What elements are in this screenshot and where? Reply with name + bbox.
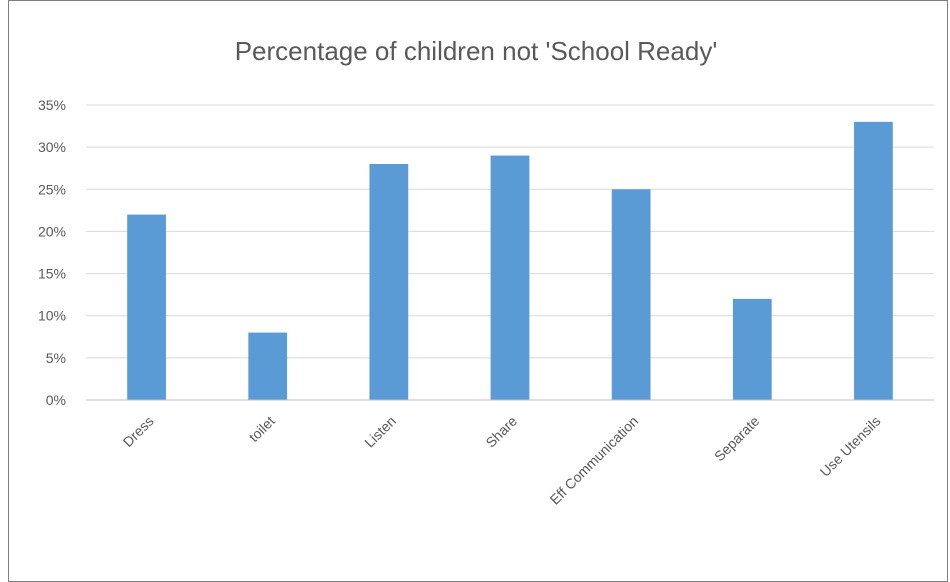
bar-share	[490, 155, 530, 400]
bar-dress	[127, 214, 166, 400]
y-tick-label: 0%	[46, 392, 66, 408]
bar-separate	[732, 298, 772, 400]
y-axis-ticks: 0% 5% 10% 15% 20% 25% 30% 35%	[38, 97, 66, 408]
x-tick-label: Dress	[120, 413, 157, 450]
y-tick-label: 20%	[38, 223, 66, 239]
y-tick-label: 10%	[38, 308, 66, 324]
x-tick-label: toilet	[246, 413, 278, 445]
y-tick-label: 25%	[38, 181, 66, 197]
x-tick-label: Use Utensils	[817, 413, 884, 480]
x-axis-labels: Dress toilet Listen Share Eff Communication S…	[120, 413, 884, 508]
y-tick-label: 30%	[38, 139, 66, 155]
x-tick-label: Share	[482, 413, 520, 451]
y-tick-label: 15%	[38, 266, 66, 282]
bar-use-utensils	[854, 121, 893, 400]
x-tick-label: Separate	[711, 413, 763, 465]
chart-title: Percentage of children not 'School Ready…	[235, 36, 718, 66]
bars	[127, 121, 893, 400]
bar-eff-communication	[611, 189, 651, 400]
x-tick-label: Eff Communication	[547, 413, 642, 508]
y-tick-label: 5%	[46, 350, 66, 366]
y-tick-label: 35%	[38, 97, 66, 113]
x-tick-label: Listen	[361, 413, 399, 451]
bar-toilet	[248, 332, 288, 400]
bar-listen	[369, 164, 409, 400]
